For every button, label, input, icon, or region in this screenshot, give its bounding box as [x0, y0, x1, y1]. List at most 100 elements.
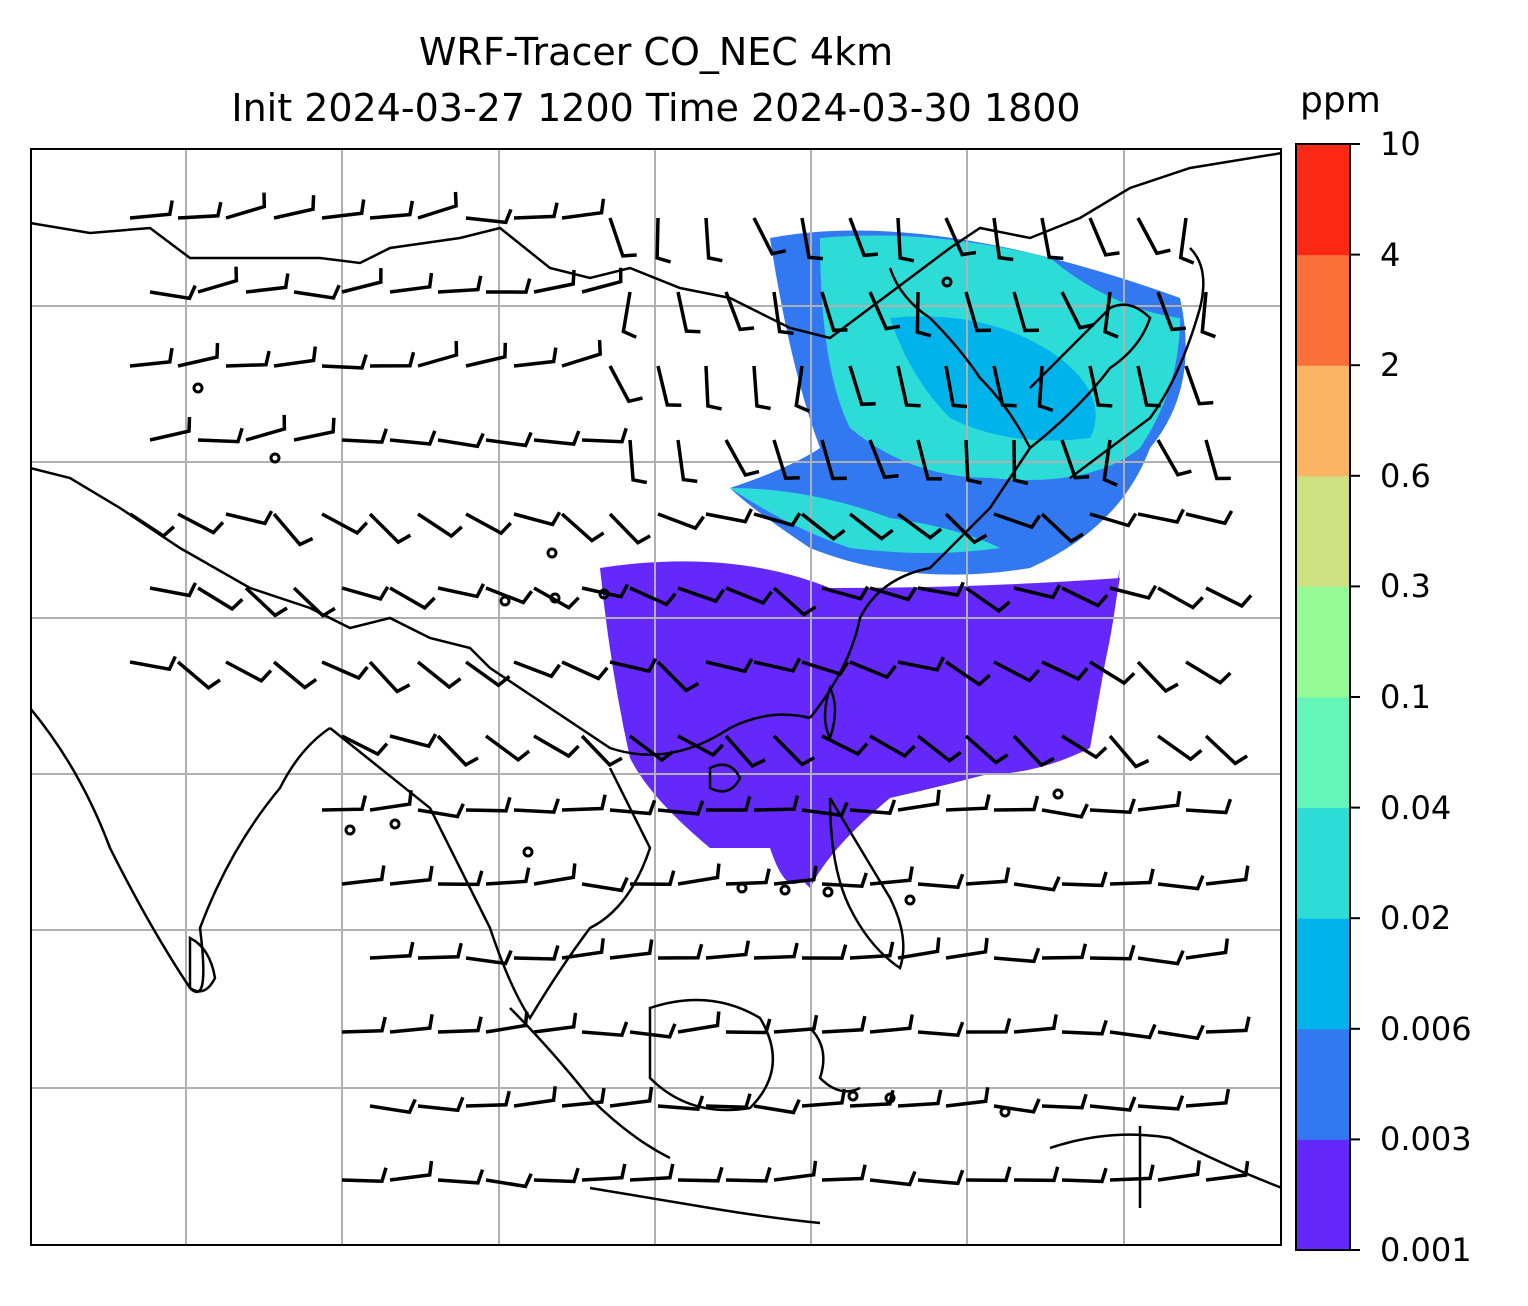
- wind-barb: [225, 660, 273, 683]
- wind-barb: [561, 1087, 606, 1108]
- wind-barb: [1012, 734, 1055, 768]
- wind-barb: [1157, 1024, 1205, 1041]
- wind-barb: [917, 873, 965, 890]
- wind-barb: [800, 217, 824, 261]
- wind-barb: [752, 365, 771, 411]
- wind-barb: [561, 794, 607, 812]
- wind-barb: [965, 1166, 1012, 1183]
- wind-barb: [945, 937, 989, 960]
- china-border-west: [30, 466, 491, 669]
- wind-barb: [1061, 1167, 1108, 1184]
- wind-barb: [705, 508, 753, 524]
- wind-barb: [1012, 291, 1040, 333]
- chart-title: WRF-Tracer CO_NEC 4km: [418, 30, 894, 74]
- wind-barb: [753, 795, 800, 812]
- wind-barb: [561, 198, 606, 220]
- wind-barb: [724, 734, 766, 769]
- wind-barb: [1137, 1095, 1185, 1111]
- wind-barb: [992, 365, 1017, 408]
- colorbar-tick-label: 4: [1380, 235, 1401, 274]
- wind-barb: [485, 278, 532, 294]
- wind-barb: [753, 512, 802, 528]
- wind-barb: [437, 432, 485, 449]
- colorbar: [1295, 143, 1360, 1251]
- colorbar-tick-label: 0.003: [1380, 1120, 1472, 1159]
- colorbar-segment: [1296, 1028, 1350, 1140]
- wind-barb: [341, 585, 390, 601]
- wind-barb: [609, 939, 654, 960]
- wind-barb: [1108, 734, 1150, 769]
- wind-barb: [369, 941, 415, 960]
- wind-barb: [437, 583, 486, 599]
- wind-barb: [513, 511, 562, 527]
- wind-barb: [1061, 734, 1108, 760]
- wind-barb: [993, 660, 1041, 683]
- wind-barb: [177, 343, 220, 368]
- wind-barb: [533, 586, 580, 610]
- wind-barb: [677, 1011, 721, 1034]
- wind-barb: [821, 1015, 867, 1034]
- colorbar-tick-label: 0.006: [1380, 1009, 1472, 1048]
- wind-barb: [321, 512, 369, 536]
- wind-barb: [1205, 1160, 1250, 1182]
- wind-barb: [1157, 1160, 1201, 1182]
- wind-barb: [896, 365, 921, 408]
- wind-barb: [609, 1086, 654, 1108]
- wind-barb: [725, 1018, 772, 1035]
- wind-barb: [1013, 876, 1061, 892]
- wind-barb: [321, 354, 368, 370]
- colorbar-unit: ppm: [1300, 80, 1381, 121]
- wind-barb: [341, 428, 388, 444]
- wind-barb: [724, 439, 760, 478]
- wind-barb: [581, 427, 628, 444]
- wind-barb: [608, 512, 651, 545]
- wind-barb: [657, 512, 706, 531]
- wind-barb: [917, 581, 965, 597]
- wind-barb: [706, 796, 752, 812]
- calm-marker: [779, 884, 791, 896]
- colorbar-segment: [1296, 918, 1350, 1030]
- wind-barb: [1200, 291, 1217, 339]
- wind-barb: [437, 275, 483, 294]
- wind-barb: [944, 217, 977, 257]
- gridlines: [30, 148, 1282, 1246]
- philippines: [828, 797, 905, 970]
- wind-barb: [1089, 512, 1138, 528]
- wind-barb: [916, 439, 942, 481]
- wind-barb: [1060, 291, 1095, 330]
- wind-barb: [848, 217, 879, 258]
- wind-barb: [869, 866, 914, 886]
- wind-barb: [1185, 938, 1230, 960]
- wind-barb: [821, 585, 870, 601]
- wind-barb: [621, 291, 637, 339]
- wind-barb: [513, 945, 560, 961]
- wind-barb: [485, 1172, 533, 1189]
- wind-barb: [704, 217, 723, 263]
- wind-barb: [293, 417, 336, 442]
- wind-barb: [1012, 439, 1029, 486]
- wind-barb: [485, 431, 533, 448]
- wind-barb: [129, 655, 177, 672]
- wind-barb: [965, 1017, 1012, 1034]
- wind-barb: [369, 790, 413, 812]
- wind-barb: [801, 1088, 847, 1108]
- wind-barb: [944, 512, 988, 545]
- colorbar-segment: [1296, 144, 1350, 256]
- wind-barb: [1109, 868, 1155, 886]
- wind-barb: [436, 734, 479, 767]
- china-coast: [809, 267, 1032, 719]
- wind-barb: [628, 439, 648, 485]
- wind-barb: [465, 796, 512, 813]
- wind-barb: [561, 340, 603, 368]
- calm-marker: [884, 1092, 896, 1104]
- coastlines: [30, 151, 1282, 1225]
- wind-barb: [677, 1166, 724, 1183]
- wind-barb: [608, 365, 643, 404]
- wind-barb: [801, 801, 849, 818]
- wind-barb: [1041, 1093, 1088, 1110]
- china-north-border: [30, 151, 1282, 340]
- map-frame: [30, 148, 1282, 1246]
- wind-barb: [964, 439, 982, 485]
- wind-barb: [581, 1163, 627, 1182]
- wind-barb: [561, 938, 605, 960]
